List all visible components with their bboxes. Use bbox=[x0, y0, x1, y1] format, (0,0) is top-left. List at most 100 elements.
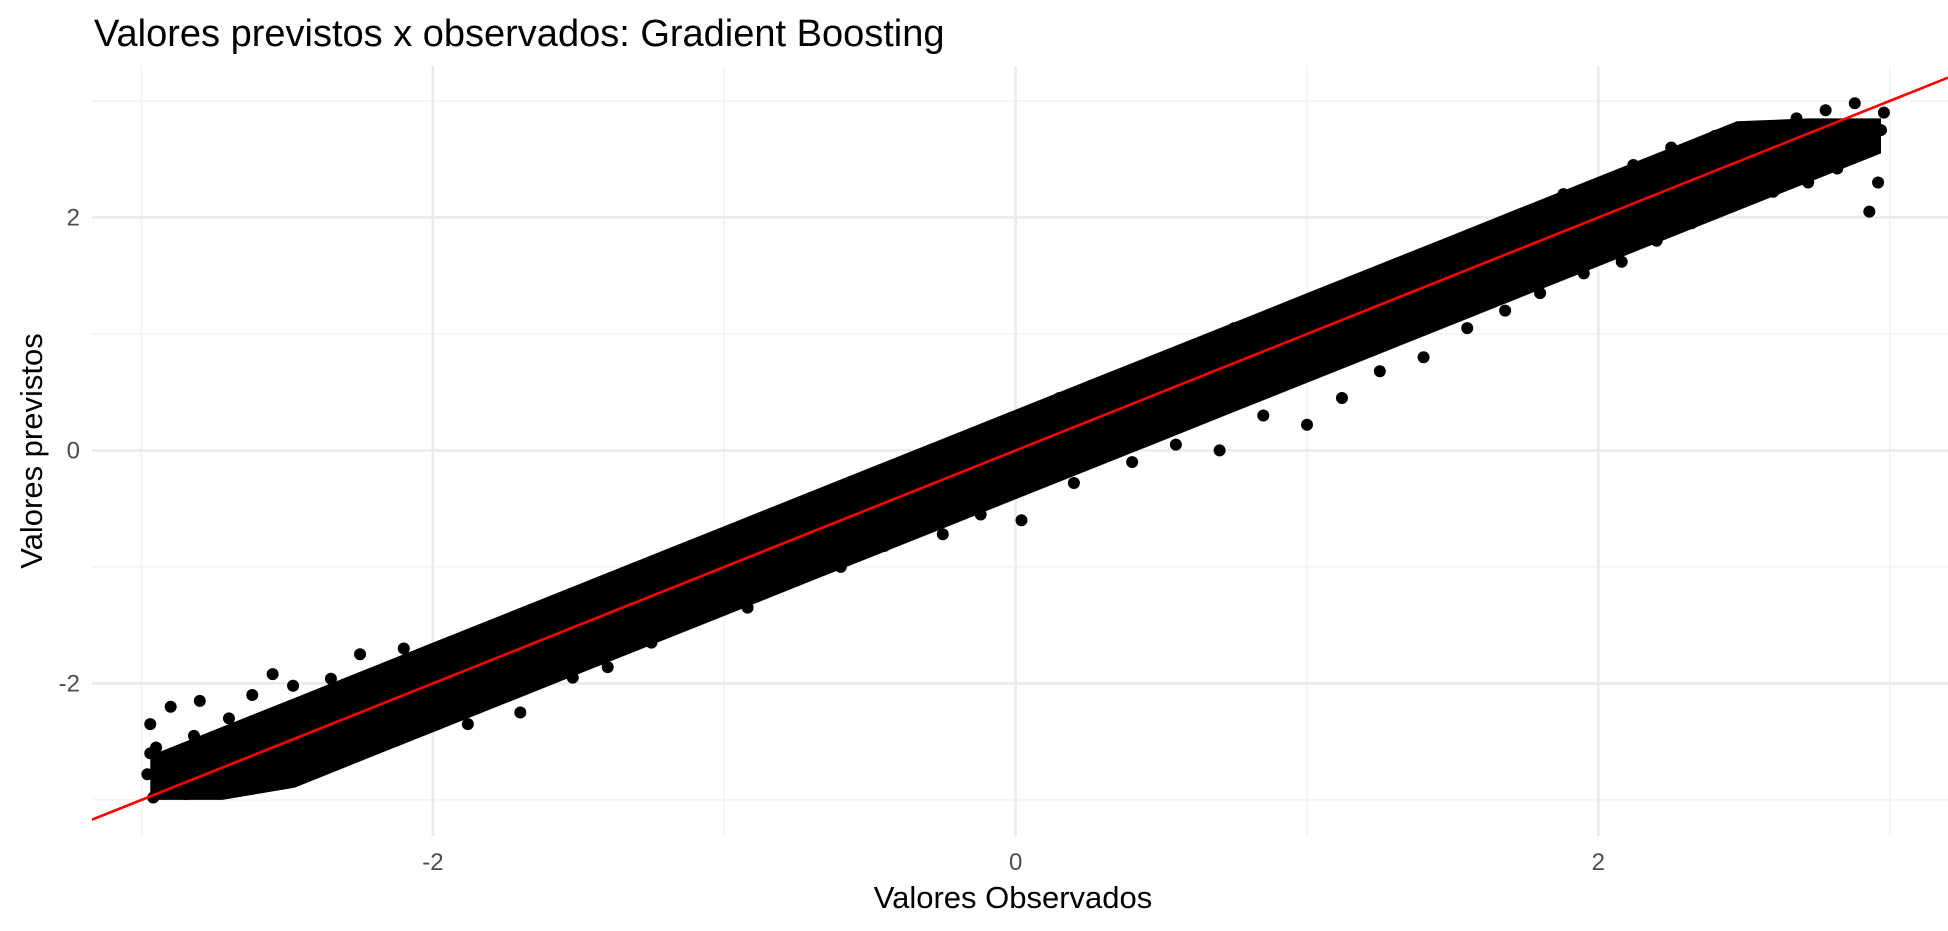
scatter-point bbox=[1015, 514, 1028, 527]
scatter-point bbox=[1534, 287, 1547, 300]
scatter-point bbox=[1519, 217, 1532, 230]
scatter-point bbox=[761, 531, 774, 544]
scatter-point bbox=[1097, 376, 1110, 389]
y-axis-title: Valores previstos bbox=[14, 333, 49, 568]
x-axis-title: Valores Observados bbox=[874, 880, 1153, 915]
scatter-point bbox=[150, 741, 163, 754]
scatter-point bbox=[1650, 234, 1663, 247]
scatter-point bbox=[1257, 409, 1270, 422]
scatter-point bbox=[863, 493, 876, 506]
scatter-point bbox=[1557, 188, 1570, 201]
scatter-point bbox=[1863, 205, 1876, 218]
scatter-point bbox=[426, 689, 439, 702]
scatter-point bbox=[141, 768, 154, 781]
scatter-point bbox=[170, 758, 183, 771]
x-axis-ticks: -2 0 2 bbox=[422, 849, 1605, 876]
scatter-point bbox=[601, 661, 614, 674]
y-tick-label: 2 bbox=[67, 204, 80, 231]
scatter-point bbox=[287, 679, 300, 692]
scatter-point bbox=[1461, 322, 1474, 335]
scatter-point bbox=[246, 689, 259, 702]
scatter-point-cloud bbox=[150, 118, 1881, 800]
y-tick-label: 0 bbox=[67, 437, 80, 464]
scatter-point bbox=[1388, 267, 1401, 280]
scatter-point bbox=[1067, 477, 1080, 490]
scatter-point bbox=[703, 607, 716, 620]
x-tick-label: -2 bbox=[422, 849, 443, 876]
scatter-point bbox=[1126, 456, 1139, 469]
scatter-point bbox=[1848, 97, 1861, 110]
scatter-point bbox=[936, 528, 949, 541]
scatter-point bbox=[1802, 176, 1815, 189]
scatter-point bbox=[566, 671, 579, 684]
scatter-point bbox=[834, 560, 847, 573]
scatter-point bbox=[144, 718, 157, 731]
scatter-point bbox=[499, 624, 512, 637]
scatter-point bbox=[383, 735, 396, 748]
scatter-point bbox=[1627, 159, 1640, 172]
scatter-point bbox=[587, 595, 600, 608]
x-tick-label: 0 bbox=[1009, 849, 1022, 876]
y-tick-label: -2 bbox=[59, 670, 80, 697]
scatter-point bbox=[1752, 120, 1765, 133]
scatter-point bbox=[1665, 141, 1678, 154]
scatter-point bbox=[782, 566, 795, 579]
scatter-point bbox=[179, 788, 192, 801]
scatter-point bbox=[485, 659, 498, 672]
scatter-point bbox=[1432, 252, 1445, 265]
scatter-point bbox=[1213, 444, 1226, 457]
scatter-point bbox=[674, 566, 687, 579]
scatter-point bbox=[164, 700, 177, 713]
scatter-point bbox=[1723, 197, 1736, 210]
scatter-point bbox=[397, 642, 410, 655]
scatter-point bbox=[1315, 295, 1328, 308]
scatter-point bbox=[222, 712, 235, 725]
scatter-point bbox=[1819, 104, 1832, 117]
scatter-point bbox=[1053, 391, 1066, 404]
scatter-point bbox=[1872, 176, 1885, 189]
scatter-point bbox=[1475, 240, 1488, 253]
scatter-point bbox=[1708, 129, 1721, 142]
reference-line bbox=[92, 76, 1948, 821]
scatter-point bbox=[324, 672, 337, 685]
scatter-point bbox=[907, 477, 920, 490]
scatter-point bbox=[1877, 106, 1890, 119]
scatter-point bbox=[805, 508, 818, 521]
scatter-point bbox=[1140, 360, 1153, 373]
scatter-point bbox=[543, 619, 556, 632]
scatter-point bbox=[441, 648, 454, 661]
chart-title: Valores previstos x observados: Gradient… bbox=[94, 13, 945, 55]
scatter-point bbox=[304, 758, 317, 771]
scatter-point bbox=[1577, 267, 1590, 280]
scatter-point bbox=[1417, 351, 1430, 364]
scatter-point bbox=[1228, 322, 1241, 335]
scatter-point bbox=[1032, 467, 1045, 480]
scatter-point bbox=[1767, 185, 1780, 198]
scatter-point bbox=[193, 694, 206, 707]
scatter-point bbox=[718, 555, 731, 568]
scatter-point bbox=[354, 648, 367, 661]
scatter-point bbox=[995, 421, 1008, 434]
scatter-point bbox=[1615, 255, 1628, 268]
point-cloud-core bbox=[150, 118, 1881, 800]
scatter-point bbox=[228, 749, 241, 762]
scatter-point bbox=[368, 694, 381, 707]
scatter-point bbox=[461, 718, 474, 731]
scatter-point bbox=[252, 741, 265, 754]
scatter-point bbox=[1169, 438, 1182, 451]
scatter-point bbox=[266, 668, 279, 681]
scatter-point bbox=[741, 601, 754, 614]
scatter-point bbox=[645, 636, 658, 649]
scatter-point bbox=[951, 458, 964, 471]
scatter-point bbox=[1685, 217, 1698, 230]
scatter-point bbox=[208, 779, 221, 792]
scatter-point bbox=[1335, 391, 1348, 404]
x-tick-label: 2 bbox=[1592, 849, 1605, 876]
scatter-point bbox=[514, 706, 527, 719]
scatter-point bbox=[974, 508, 987, 521]
scatter-point bbox=[1190, 341, 1203, 354]
scatter-point bbox=[878, 539, 891, 552]
y-axis-ticks: -2 0 2 bbox=[59, 204, 80, 697]
scatter-point bbox=[1831, 162, 1844, 175]
